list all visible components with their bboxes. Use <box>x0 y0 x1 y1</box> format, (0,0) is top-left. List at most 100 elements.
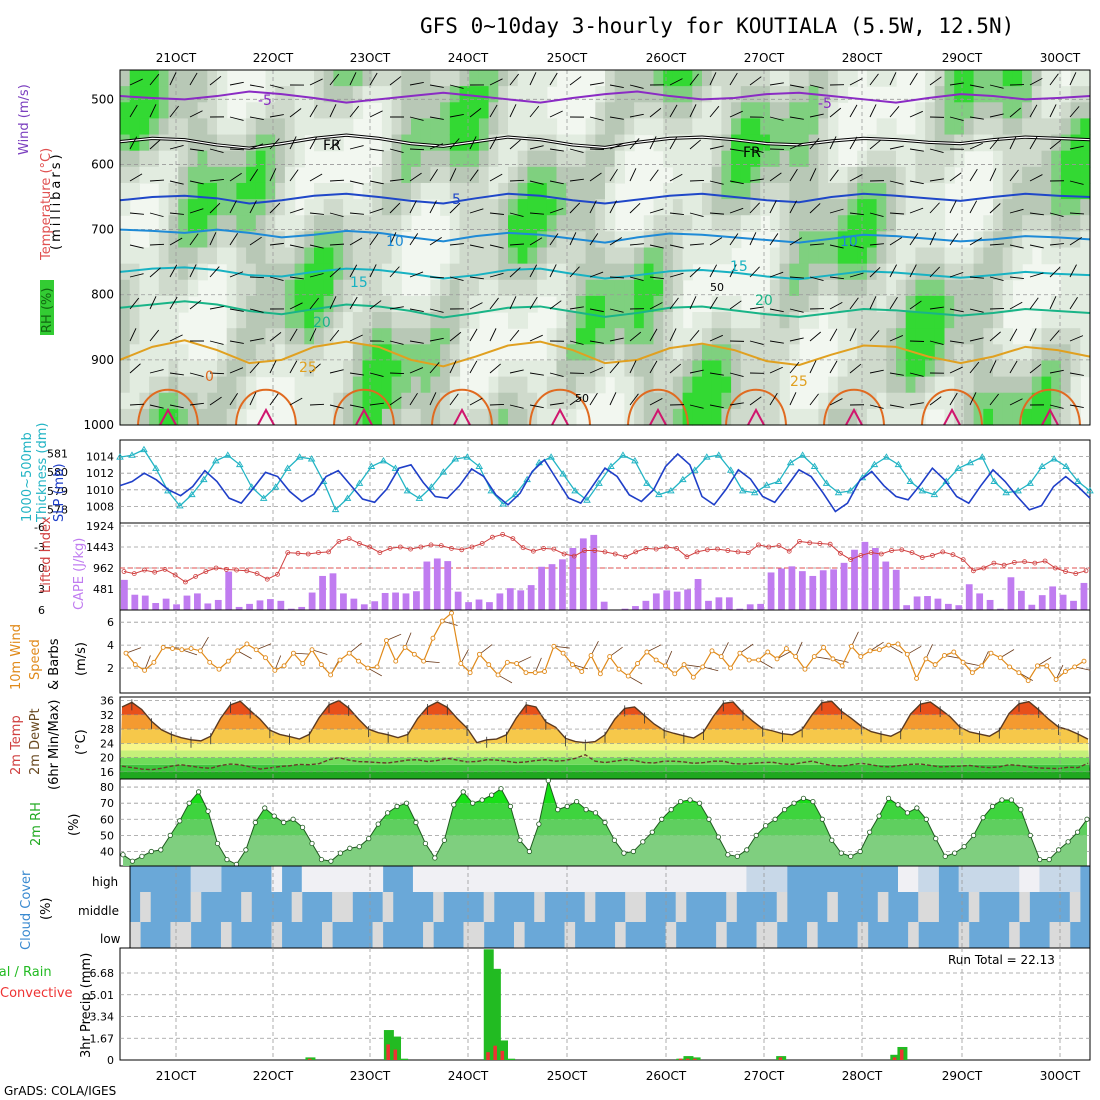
rh-shade-cell <box>585 215 596 232</box>
wind-barb <box>829 301 843 310</box>
rh-shade-cell <box>702 360 713 378</box>
warm-contour-loop <box>137 388 199 426</box>
rh-shade-cell <box>1041 344 1052 362</box>
li-axis-label: Lifted Index <box>39 516 54 593</box>
rh-shade-cell <box>381 376 393 394</box>
rh-shade-cell <box>469 86 480 103</box>
rh2m-point <box>356 844 362 850</box>
rh-shade-cell <box>643 86 655 103</box>
lifted-index-point <box>408 546 413 552</box>
cloud-axis-label2: (%) <box>39 898 54 921</box>
wind10m-point <box>346 650 352 656</box>
rh-shade-cell <box>643 118 655 136</box>
rh-shade-cell <box>265 328 276 345</box>
rh-shade-cell <box>818 199 829 216</box>
wind-barb <box>1049 212 1064 218</box>
wind-barb <box>509 179 525 182</box>
rh-shade-cell <box>139 360 150 378</box>
rh-shade-cell <box>217 118 228 136</box>
rh-shade-cell <box>769 166 781 184</box>
rh-shade-cell <box>411 328 422 345</box>
thickness-slp-lines <box>116 445 1094 513</box>
rh-shade-cell <box>828 102 839 120</box>
rh-shade-cell <box>304 231 315 249</box>
rh-shade-cell <box>372 408 383 426</box>
rh-shade-cell <box>702 134 713 152</box>
wind-barb <box>889 404 904 409</box>
rh-shade-cell <box>362 392 373 410</box>
rh-shade-cell <box>149 118 160 136</box>
cloud-high-label: high <box>92 875 118 889</box>
cloud-cell <box>554 866 566 892</box>
rh2m-point <box>885 795 892 801</box>
lifted-index-point <box>725 548 731 553</box>
wind-barb <box>769 116 784 121</box>
rh-shade-cell <box>149 102 160 120</box>
rh-shade-cell <box>1012 231 1023 249</box>
rh-shade-cell <box>886 182 897 200</box>
rh-shade-cell <box>158 392 170 410</box>
rh-shade-cell <box>498 70 509 87</box>
rh-shade-cell <box>527 231 538 249</box>
rh-shade-cell <box>896 408 907 426</box>
wind10m-barb <box>534 657 542 673</box>
rh-shade-cell <box>246 118 257 136</box>
wind-barb <box>1009 328 1018 342</box>
wind-barb <box>469 208 484 214</box>
lifted-index-point <box>919 555 925 560</box>
cape-bar <box>162 598 170 610</box>
wind10m-point <box>653 657 659 663</box>
wind-barb <box>869 369 884 374</box>
wind-barb <box>689 329 700 342</box>
wind-barb <box>809 276 824 282</box>
wind-barb <box>469 136 477 150</box>
cloud-cell <box>635 866 646 892</box>
lifted-index-point <box>899 547 905 553</box>
rh-shade-cell <box>1041 70 1052 87</box>
rh-shade-cell <box>1051 408 1062 426</box>
rh-shade-cell <box>556 360 567 378</box>
rh-shade-cell <box>139 408 150 426</box>
wind10m-point <box>932 662 938 668</box>
wind10m-point <box>1035 663 1040 669</box>
cloud-cell <box>423 866 434 892</box>
wind-barb <box>389 178 404 182</box>
wind10m-point <box>672 671 678 677</box>
rh-shade-cell <box>546 182 558 200</box>
rh-shade-cell <box>934 118 946 136</box>
wind-barb <box>1069 212 1085 215</box>
rh2m-point <box>999 797 1005 803</box>
rh2m-point <box>583 807 589 813</box>
rh-shade-cell <box>915 312 926 329</box>
wind-tick-label: 2 <box>107 662 114 675</box>
rh-shade-cell <box>905 344 916 362</box>
precip-convective-bar <box>678 1058 683 1060</box>
rh2m-point <box>942 853 948 859</box>
lifted-index-point <box>930 553 935 558</box>
rh-shade-cell <box>653 376 664 394</box>
rh-shade-cell <box>265 182 276 200</box>
wind-barb <box>1069 145 1084 150</box>
wind-barb <box>509 369 524 374</box>
wind-barb <box>469 169 479 182</box>
rh-shade-cell <box>769 118 781 136</box>
rh-shade-cell <box>866 134 878 152</box>
rh-shade-cell <box>983 118 994 136</box>
wind-barb <box>189 233 199 246</box>
rh-shade-cell <box>566 295 577 313</box>
rh-shade-cell <box>837 344 849 362</box>
wind10m-barb <box>925 644 933 660</box>
rh-shade-cell <box>1051 150 1062 168</box>
bottom-date-label: 29OCT <box>942 1069 983 1083</box>
rh-shade-cell <box>731 376 742 394</box>
rh-shade-cell <box>624 295 635 313</box>
rh-shade-cell <box>255 215 267 232</box>
rh-shade-cell <box>808 295 819 313</box>
rh-shade-cell <box>440 182 451 200</box>
lifted-index-point <box>807 540 813 546</box>
rh-shade-cell <box>226 166 237 184</box>
rh-shade-cell <box>527 86 538 103</box>
rh-shade-cell <box>1002 360 1013 378</box>
precip-total-bar <box>498 1040 508 1060</box>
